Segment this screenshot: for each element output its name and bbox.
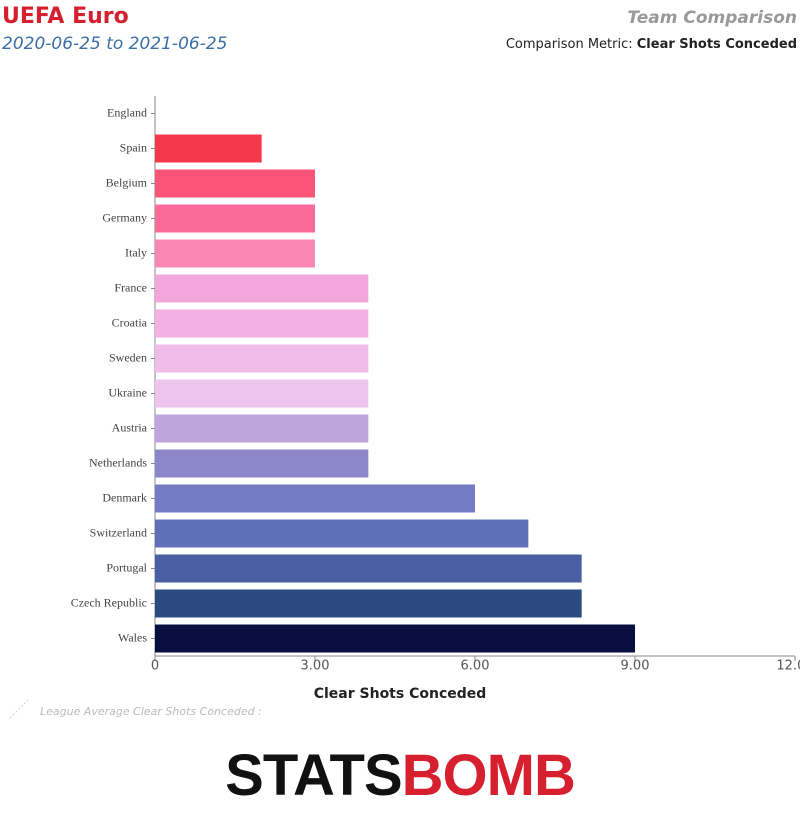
y-tick-label: Belgium [106, 175, 148, 189]
y-tick-label: Sweden [109, 350, 147, 364]
y-tick-label: Spain [120, 140, 147, 154]
y-tick-label: France [114, 280, 147, 294]
y-tick-label: Ukraine [108, 385, 147, 399]
y-tick-label: Netherlands [89, 455, 147, 469]
metric: Clear Shots Conceded [637, 37, 797, 52]
legend-line [9, 699, 29, 719]
y-tick-label: England [107, 105, 147, 119]
logo-left: STATS [225, 743, 402, 808]
bar [155, 379, 369, 408]
bar [155, 519, 529, 548]
y-tick-label: Austria [112, 420, 148, 434]
bar [155, 239, 315, 268]
bar [155, 624, 635, 653]
logo: STATSBOMB [225, 743, 575, 808]
bar [155, 414, 369, 443]
x-tick-label: 3.00 [301, 659, 330, 674]
metric-label: Comparison Metric: [506, 37, 633, 52]
chart-title: UEFA Euro [2, 4, 129, 29]
metric-line: Comparison Metric: Clear Shots Conceded [506, 37, 797, 52]
bar [155, 344, 369, 373]
bar [155, 449, 369, 478]
x-tick-label: 9.00 [621, 659, 650, 674]
y-tick-label: Czech Republic [71, 595, 147, 609]
y-tick-label: Germany [102, 210, 147, 224]
bar [155, 169, 315, 198]
y-tick-label: Switzerland [90, 525, 147, 539]
x-tick-label: 0 [151, 659, 159, 674]
x-axis-label: Clear Shots Conceded [314, 686, 487, 702]
chart-subtitle: 2020-06-25 to 2021-06-25 [2, 34, 227, 54]
x-tick-label: 6.00 [461, 659, 490, 674]
y-tick-label: Croatia [112, 315, 148, 329]
bar [155, 204, 315, 233]
bar [155, 274, 369, 303]
y-tick-label: Portugal [106, 560, 147, 574]
bar [155, 554, 582, 583]
y-tick-label: Wales [118, 630, 147, 644]
legend-text: League Average Clear Shots Conceded : [40, 705, 262, 718]
bar [155, 484, 475, 513]
header-right: Team Comparison [627, 8, 797, 28]
x-tick-label: 12.00 [776, 659, 800, 674]
bar [155, 589, 582, 618]
bar [155, 309, 369, 338]
y-tick-label: Denmark [102, 490, 147, 504]
logo-right: BOMB [402, 743, 575, 808]
bar [155, 134, 262, 163]
y-tick-label: Italy [125, 245, 147, 259]
